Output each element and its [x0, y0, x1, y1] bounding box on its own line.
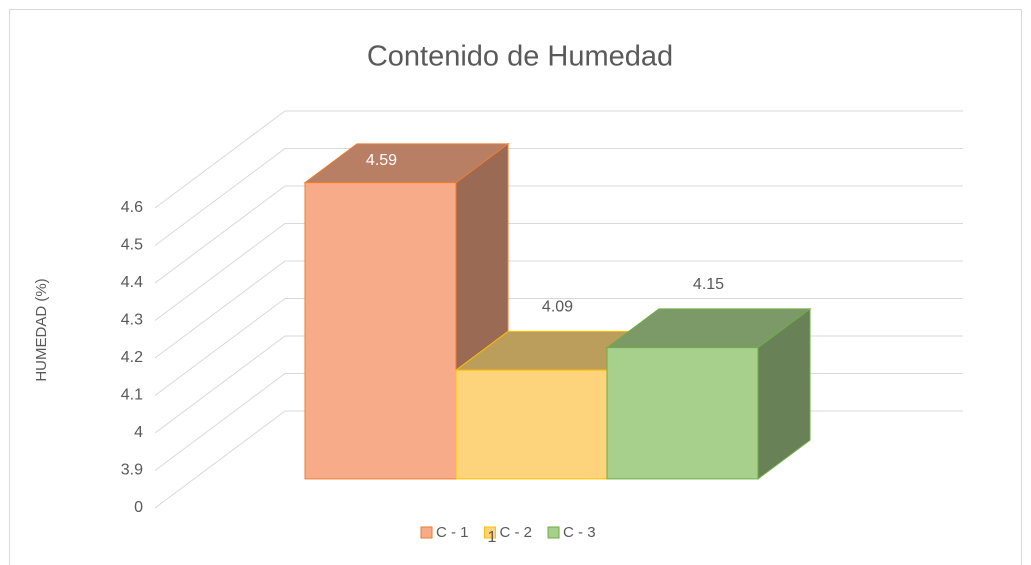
chart-title: Contenido de Humedad [367, 41, 673, 73]
y-tick-label: 4.6 [121, 199, 143, 216]
y-tick-label: 4.3 [121, 312, 143, 329]
y-tick-label: 4 [134, 424, 143, 441]
y-tick-label: 3.9 [121, 462, 143, 479]
grid-line [154, 260, 963, 359]
grid-line [154, 185, 963, 284]
grid-line [154, 223, 963, 321]
y-tick-label: 4.5 [121, 237, 143, 254]
y-tick-label: 0 [134, 499, 143, 516]
x-tick-label: 1 [488, 529, 497, 546]
legend-label: C - 3 [563, 524, 596, 541]
y-axis-label: HUMEDAD (%) [33, 278, 50, 381]
data-label: 4.09 [542, 299, 573, 316]
y-tick-label: 4.4 [121, 274, 143, 291]
y-tick-label: 4.1 [121, 387, 143, 404]
bar [606, 347, 759, 480]
bar [455, 369, 608, 480]
legend-label: C - 2 [500, 524, 533, 541]
bar [304, 182, 457, 480]
grid-line [154, 110, 963, 209]
data-label: 4.15 [693, 276, 724, 293]
grid-line [154, 298, 963, 396]
legend-swatch [420, 526, 433, 539]
legend-label: C - 1 [436, 524, 469, 541]
y-tick-label: 4.2 [121, 349, 143, 366]
grid-line [154, 148, 963, 246]
legend-swatch [547, 526, 560, 539]
data-label: 4.59 [366, 152, 397, 169]
chart-frame [9, 9, 1022, 565]
legend-swatch [484, 526, 497, 539]
